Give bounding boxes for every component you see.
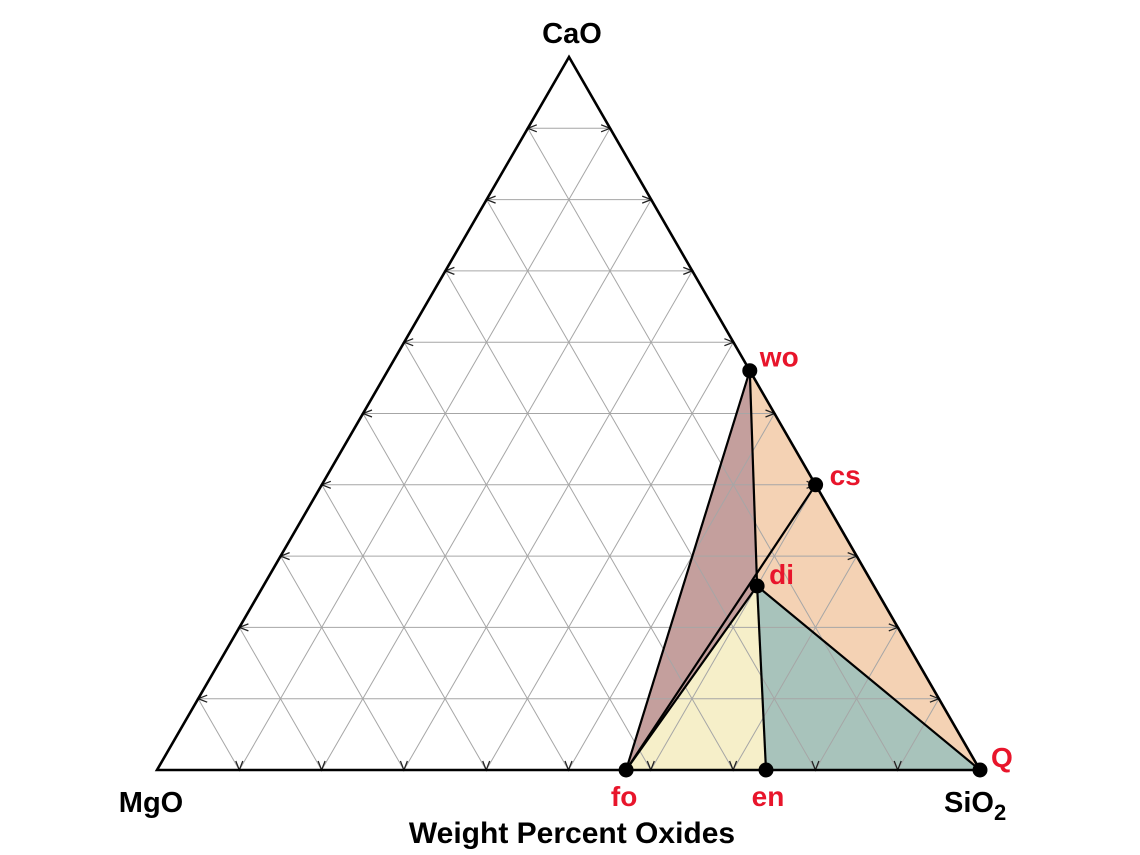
tie-line-di-en — [756, 585, 768, 771]
grid-line-sio2-9 — [238, 128, 611, 771]
grid-line-mgo-7 — [280, 555, 405, 771]
phase-label-en: en — [752, 781, 785, 812]
apex-label-left: MgO — [119, 787, 183, 819]
phase-label-di: di — [769, 559, 794, 590]
grid-line-sio2-1 — [897, 698, 940, 771]
apex-label-right-subscript: 2 — [994, 800, 1006, 825]
grid-line-sio2-5 — [568, 413, 775, 771]
phase-point-cs — [808, 477, 824, 493]
grid-line-mgo-5 — [362, 413, 569, 771]
grid-line-sio2-2 — [814, 627, 899, 771]
grid-line-mgo-9 — [197, 698, 240, 771]
phase-point-di — [749, 578, 765, 594]
phase-label-Q: Q — [991, 742, 1013, 773]
grid-line-sio2-3 — [732, 555, 858, 771]
phase-point-en — [758, 762, 774, 778]
apex-label-right-main: SiO — [944, 787, 994, 819]
apex-label-top: CaO — [542, 18, 602, 50]
apex-label-right: SiO2 — [944, 787, 1006, 825]
tie-lines — [625, 370, 981, 771]
phase-label-wo: wo — [759, 342, 799, 373]
phase-point-fo — [618, 762, 634, 778]
field-fo-wo-di — [626, 370, 758, 770]
tie-line-di-Q — [756, 585, 981, 771]
tie-line-wo-di — [748, 370, 759, 587]
grid-line-sio2-7 — [403, 270, 693, 771]
phase-label-cs: cs — [830, 460, 861, 491]
tie-line-di-fo — [625, 585, 758, 771]
grid-line-mgo-3 — [444, 270, 734, 771]
phase-point-wo — [742, 363, 758, 379]
grid-line-sio2-4 — [650, 484, 817, 771]
grid-line-mgo-1 — [527, 128, 899, 771]
tie-line-wo-fo — [625, 370, 751, 771]
grid-line-sio2-8 — [321, 199, 652, 771]
tie-line-cs-fo — [625, 484, 817, 771]
phase-points — [618, 363, 988, 778]
phase-labels: cs wo di fo en Q — [611, 342, 1013, 812]
phase-point-Q — [972, 762, 988, 778]
grid-line-sio2-6 — [485, 341, 734, 771]
phase-fields — [626, 370, 980, 770]
phase-label-fo: fo — [611, 781, 637, 812]
diagram-caption: Weight Percent Oxides — [409, 817, 735, 850]
triangle-outline — [154, 54, 983, 772]
composition-grid — [197, 127, 940, 771]
